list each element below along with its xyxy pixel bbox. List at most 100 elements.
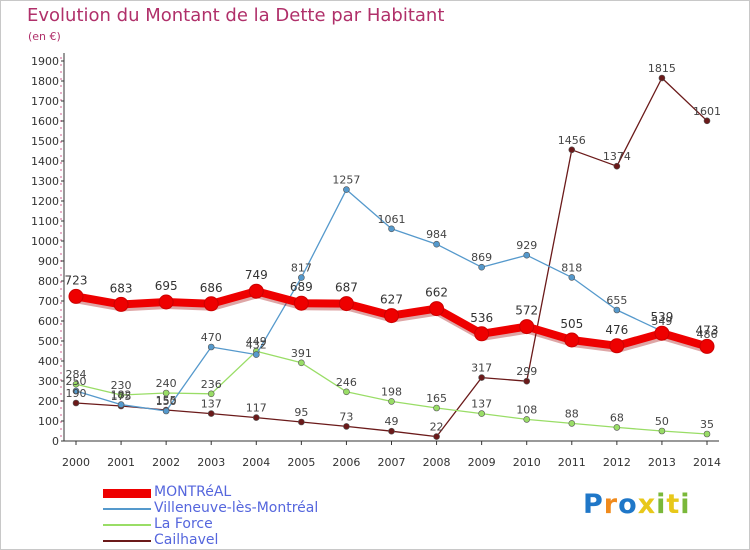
legend-label: Cailhavel <box>154 532 219 548</box>
data-label-la-force: 449 <box>246 335 267 348</box>
data-label-la-force: 108 <box>516 403 537 416</box>
point-cailhavel <box>523 377 531 385</box>
data-label-la-force: 137 <box>471 398 492 411</box>
point-cailhavel <box>298 418 305 426</box>
logo-letter: x <box>637 489 657 520</box>
data-label-la-force: 240 <box>156 377 177 390</box>
x-tick-label: 2010 <box>513 456 541 469</box>
x-tick-label: 2014 <box>693 456 721 469</box>
data-label-la-force: 165 <box>426 392 447 405</box>
x-tick-label: 2006 <box>332 456 360 469</box>
data-label-villeneuve-les-montreal: 984 <box>426 228 447 241</box>
point-villeneuve-les-montreal <box>433 240 440 248</box>
data-label-villeneuve-les-montreal: 549 <box>651 315 672 328</box>
data-label-montreal: 689 <box>290 280 313 294</box>
point-montreal <box>338 296 354 312</box>
x-tick-label: 2003 <box>197 456 225 469</box>
logo-letter: i <box>680 489 691 520</box>
data-label-villeneuve-les-montreal: 432 <box>246 339 267 352</box>
point-cailhavel <box>568 146 576 154</box>
data-label-villeneuve-les-montreal: 929 <box>516 239 537 252</box>
y-tick-label: 0 <box>52 435 59 448</box>
data-label-cailhavel: 299 <box>516 365 537 378</box>
x-tick-label: 2008 <box>423 456 451 469</box>
y-tick-label: 1300 <box>31 175 59 188</box>
point-cailhavel <box>343 423 350 430</box>
point-montreal <box>203 296 219 312</box>
point-montreal <box>699 338 715 354</box>
point-villeneuve-les-montreal <box>252 351 260 358</box>
point-montreal <box>654 325 670 341</box>
point-la-force <box>523 416 531 423</box>
point-cailhavel <box>433 433 440 440</box>
y-tick-label: 500 <box>38 335 59 348</box>
data-label-villeneuve-les-montreal: 655 <box>606 294 627 307</box>
x-tick-label: 2007 <box>378 456 406 469</box>
x-tick-label: 2004 <box>242 456 270 469</box>
data-label-la-force: 88 <box>565 407 579 420</box>
point-cailhavel <box>478 374 485 381</box>
data-label-la-force: 230 <box>111 379 132 392</box>
y-tick-label: 300 <box>38 375 59 388</box>
data-label-cailhavel: 155 <box>156 394 177 407</box>
x-tick-label: 2012 <box>603 456 631 469</box>
y-tick-label: 800 <box>38 275 59 288</box>
legend-swatch <box>103 540 151 542</box>
point-la-force <box>343 388 350 396</box>
series-layer <box>68 74 715 440</box>
y-tick-label: 200 <box>38 395 59 408</box>
y-tick-label: 1600 <box>31 115 59 128</box>
logo-letter: o <box>618 489 638 520</box>
point-villeneuve-les-montreal <box>298 274 305 281</box>
point-la-force <box>117 391 125 399</box>
point-villeneuve-les-montreal <box>162 407 170 415</box>
point-cailhavel <box>658 74 666 82</box>
point-la-force <box>478 410 485 417</box>
y-tick-label: 1400 <box>31 155 59 168</box>
point-villeneuve-les-montreal <box>388 225 395 233</box>
legend-label: MONTRéAL <box>154 484 232 500</box>
data-label-villeneuve-les-montreal: 817 <box>291 262 312 275</box>
y-tick-label: 400 <box>38 355 59 368</box>
data-label-la-force: 246 <box>336 376 357 389</box>
axes: 0 100 200 300 400 500 600 700 800 900 1000 1100 1200… <box>31 53 721 469</box>
point-la-force <box>207 390 215 398</box>
legend-label: Villeneuve-lès-Montréal <box>154 500 319 516</box>
point-cailhavel <box>388 427 395 435</box>
point-montreal <box>158 294 174 310</box>
data-label-villeneuve-les-montreal: 486 <box>697 328 718 341</box>
data-label-montreal: 539 <box>650 310 673 324</box>
data-label-montreal: 695 <box>155 279 178 293</box>
data-label-cailhavel: 317 <box>471 362 492 375</box>
data-label-cailhavel: 175 <box>111 390 132 403</box>
data-label-villeneuve-les-montreal: 150 <box>156 395 177 408</box>
data-label-villeneuve-les-montreal: 250 <box>66 375 87 388</box>
x-tick-label: 2000 <box>62 456 90 469</box>
data-label-montreal: 687 <box>335 281 358 295</box>
data-label-cailhavel: 190 <box>66 387 87 400</box>
data-label-villeneuve-les-montreal: 182 <box>111 389 132 402</box>
x-tick-label: 2001 <box>107 456 135 469</box>
point-cailhavel <box>207 410 215 417</box>
data-label-montreal: 476 <box>605 323 628 337</box>
point-montreal <box>384 308 399 324</box>
data-label-montreal: 536 <box>470 311 493 325</box>
point-montreal <box>293 295 309 311</box>
point-villeneuve-les-montreal <box>343 186 350 193</box>
x-tick-label: 2011 <box>558 456 586 469</box>
y-tick-label: 1000 <box>31 235 59 248</box>
data-label-montreal: 662 <box>425 286 448 300</box>
data-label-cailhavel: 73 <box>339 410 353 423</box>
x-tick-label: 2005 <box>287 456 315 469</box>
y-tick-label: 1800 <box>31 75 59 88</box>
data-label-cailhavel: 137 <box>201 398 222 411</box>
logo-letter: t <box>666 489 681 520</box>
point-la-force <box>568 420 576 427</box>
y-tick-label: 900 <box>38 255 59 268</box>
data-label-villeneuve-les-montreal: 818 <box>561 261 582 274</box>
point-montreal <box>519 319 535 335</box>
data-label-montreal: 572 <box>515 304 538 318</box>
point-villeneuve-les-montreal <box>117 401 125 408</box>
point-la-force <box>433 404 440 412</box>
